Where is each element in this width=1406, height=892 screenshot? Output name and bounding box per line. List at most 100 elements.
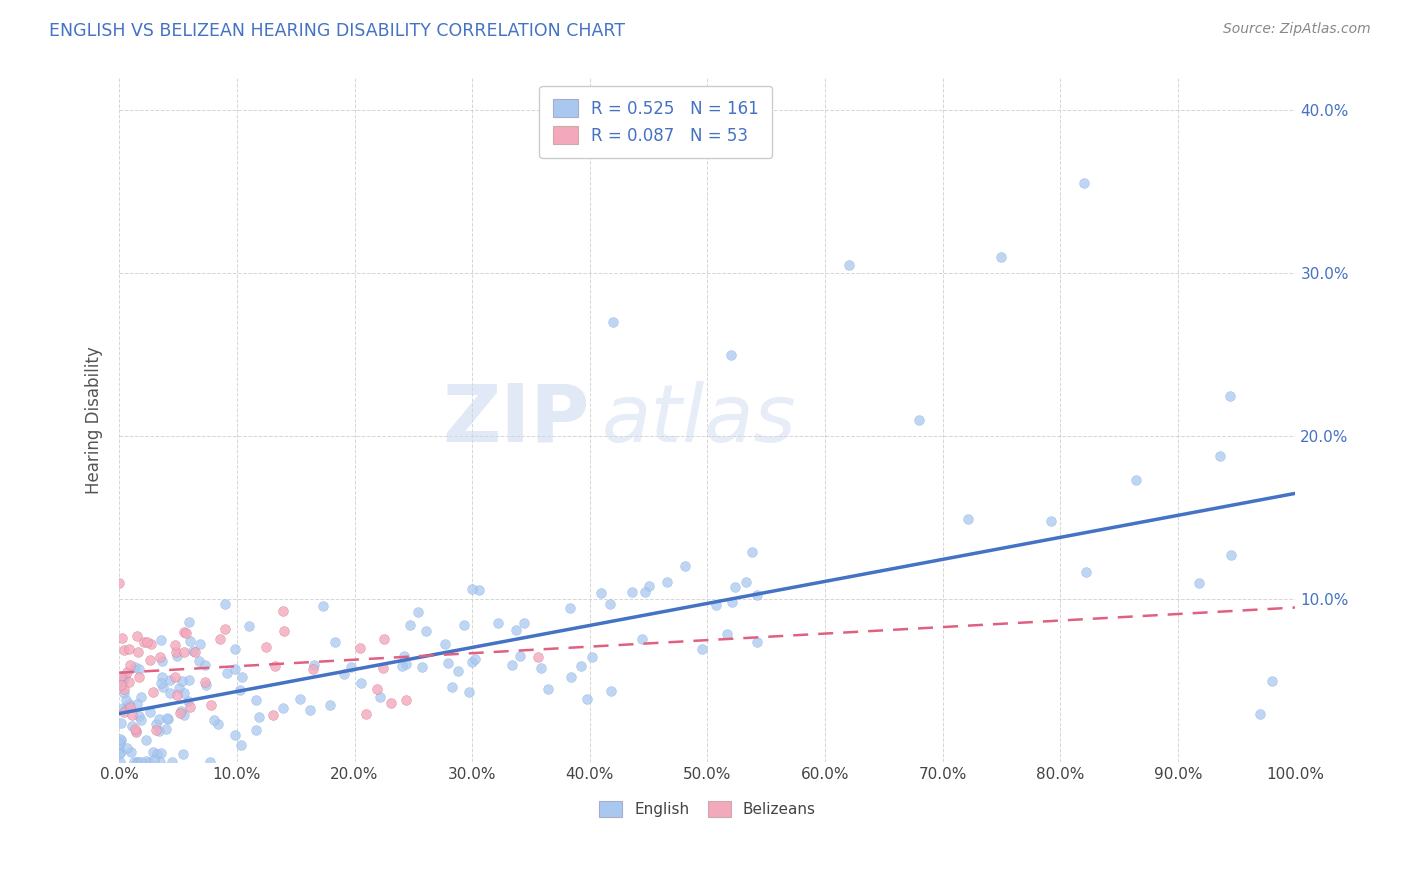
Point bbox=[179, 615, 201, 630]
Point bbox=[1125, 473, 1147, 487]
Point bbox=[150, 655, 173, 669]
Point bbox=[173, 686, 195, 700]
Point bbox=[302, 658, 325, 673]
Point bbox=[114, 668, 136, 682]
Point bbox=[118, 698, 141, 712]
Point bbox=[254, 640, 277, 655]
Point bbox=[380, 696, 402, 710]
Point bbox=[108, 736, 131, 750]
Point bbox=[724, 580, 747, 594]
Point bbox=[125, 697, 148, 711]
Point bbox=[118, 700, 141, 714]
Point bbox=[135, 733, 157, 747]
Point bbox=[115, 665, 138, 680]
Point bbox=[747, 635, 769, 649]
Point bbox=[125, 724, 148, 739]
Point bbox=[129, 755, 152, 769]
Point bbox=[1219, 388, 1241, 402]
Point bbox=[461, 582, 484, 597]
Point bbox=[135, 754, 157, 768]
Point bbox=[165, 645, 187, 659]
Point bbox=[108, 732, 131, 747]
Point bbox=[115, 701, 138, 715]
Point bbox=[127, 630, 149, 644]
Point bbox=[174, 625, 197, 640]
Point bbox=[704, 598, 727, 612]
Point bbox=[188, 654, 211, 668]
Point bbox=[673, 558, 696, 573]
Text: Source: ZipAtlas.com: Source: ZipAtlas.com bbox=[1223, 22, 1371, 37]
Point bbox=[264, 659, 287, 673]
Point bbox=[271, 701, 294, 715]
Point bbox=[112, 643, 135, 657]
Point bbox=[575, 692, 598, 706]
Point bbox=[165, 670, 187, 684]
Point bbox=[160, 756, 183, 770]
Point bbox=[194, 675, 217, 690]
Point bbox=[464, 651, 486, 665]
Point bbox=[132, 635, 155, 649]
Point bbox=[112, 673, 135, 687]
Point bbox=[148, 712, 170, 726]
Point bbox=[229, 738, 252, 752]
Point bbox=[118, 674, 141, 689]
Point bbox=[214, 622, 236, 636]
Point bbox=[150, 676, 173, 690]
Point bbox=[368, 690, 391, 704]
Point bbox=[505, 623, 527, 637]
Point bbox=[271, 604, 294, 618]
Point bbox=[150, 670, 173, 684]
Point bbox=[602, 315, 624, 329]
Point bbox=[513, 615, 536, 630]
Point bbox=[159, 686, 181, 700]
Point bbox=[530, 661, 553, 675]
Point bbox=[247, 710, 270, 724]
Point bbox=[238, 619, 260, 633]
Point bbox=[142, 745, 165, 759]
Point bbox=[184, 645, 207, 659]
Point bbox=[406, 605, 429, 619]
Point bbox=[621, 585, 644, 599]
Point bbox=[1074, 565, 1097, 579]
Point bbox=[150, 633, 173, 648]
Point bbox=[128, 662, 150, 676]
Point bbox=[108, 756, 131, 770]
Point bbox=[339, 660, 361, 674]
Point bbox=[135, 635, 157, 649]
Point bbox=[124, 723, 146, 737]
Point bbox=[371, 661, 394, 675]
Point bbox=[121, 719, 143, 733]
Point bbox=[461, 656, 484, 670]
Point bbox=[139, 653, 162, 667]
Point bbox=[581, 649, 603, 664]
Point bbox=[657, 575, 679, 590]
Point bbox=[262, 708, 284, 723]
Point bbox=[224, 727, 246, 741]
Point bbox=[155, 722, 177, 736]
Point bbox=[720, 348, 742, 362]
Point bbox=[1039, 514, 1062, 528]
Point bbox=[165, 638, 187, 652]
Point bbox=[558, 600, 581, 615]
Point bbox=[637, 579, 659, 593]
Point bbox=[630, 632, 652, 647]
Point bbox=[391, 659, 413, 673]
Point bbox=[589, 586, 612, 600]
Point bbox=[458, 684, 481, 698]
Point bbox=[411, 660, 433, 674]
Point bbox=[467, 583, 489, 598]
Point bbox=[245, 723, 267, 737]
Point bbox=[170, 674, 193, 689]
Point bbox=[117, 642, 139, 657]
Point bbox=[112, 686, 135, 700]
Legend: English, Belizeans: English, Belizeans bbox=[593, 795, 823, 823]
Point bbox=[202, 714, 225, 728]
Point bbox=[149, 747, 172, 761]
Text: atlas: atlas bbox=[602, 381, 796, 459]
Point bbox=[138, 756, 160, 770]
Point bbox=[302, 663, 325, 677]
Point bbox=[112, 682, 135, 697]
Point bbox=[720, 595, 742, 609]
Point bbox=[110, 678, 132, 692]
Point bbox=[190, 637, 212, 651]
